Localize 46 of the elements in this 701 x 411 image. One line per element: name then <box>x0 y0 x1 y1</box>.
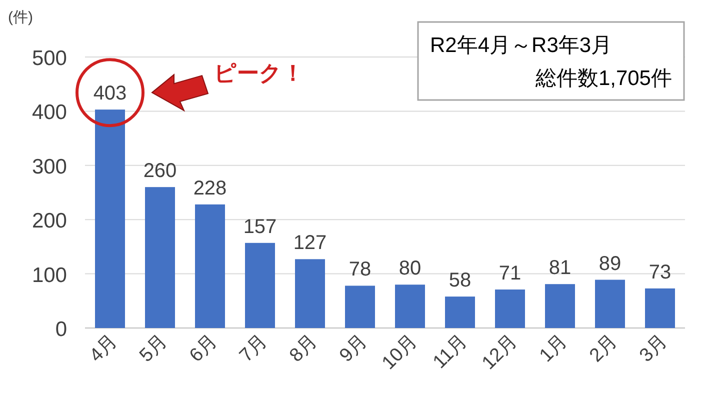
y-tick-label: 300 <box>32 155 67 178</box>
bar <box>295 259 325 328</box>
y-tick-label: 100 <box>32 264 67 287</box>
bar <box>195 204 225 328</box>
annotation: 総件数1,705件 <box>534 67 672 90</box>
x-tick-label: 4月 <box>86 330 122 366</box>
bar <box>95 110 125 328</box>
x-tick-label: 10月 <box>378 330 422 374</box>
data-label: 403 <box>93 82 127 105</box>
x-tick-label: 2月 <box>586 330 622 366</box>
bar <box>445 296 475 328</box>
data-label: 228 <box>193 177 227 200</box>
x-tick-label: 5月 <box>136 330 172 366</box>
y-tick-label: 200 <box>32 210 67 233</box>
bar <box>645 288 675 328</box>
data-label: 78 <box>348 258 372 281</box>
data-label: 80 <box>398 258 422 280</box>
x-tick-label: 3月 <box>636 330 672 366</box>
y-axis-title: (件) <box>8 9 33 26</box>
data-label: 89 <box>598 252 622 275</box>
data-label: 71 <box>498 262 522 285</box>
bar <box>495 290 525 328</box>
x-tick-label: 8月 <box>286 330 322 366</box>
data-label: 127 <box>293 232 327 254</box>
bar <box>545 284 575 328</box>
bar <box>245 242 275 328</box>
x-tick-label: 11月 <box>429 330 472 373</box>
bar <box>145 187 175 328</box>
data-label: 260 <box>143 160 177 182</box>
annotation: ピーク！ <box>214 60 304 86</box>
y-tick-label: 500 <box>32 47 67 70</box>
x-tick-label: 1月 <box>536 330 572 366</box>
x-tick-label: 6月 <box>186 330 222 366</box>
x-tick-label: 7月 <box>236 330 272 366</box>
y-tick-label: 400 <box>32 101 67 124</box>
data-label: 157 <box>243 216 277 238</box>
bar <box>595 280 625 328</box>
data-label: 73 <box>648 261 672 284</box>
annotation: R2年4月～R3年3月 <box>430 34 612 57</box>
x-tick-label: 12月 <box>478 330 522 374</box>
x-tick-label: 9月 <box>336 330 372 366</box>
bar <box>345 286 375 328</box>
y-tick-label: 0 <box>55 318 67 341</box>
data-label: 58 <box>448 270 472 292</box>
data-label: 81 <box>548 257 572 280</box>
bar <box>395 284 425 328</box>
